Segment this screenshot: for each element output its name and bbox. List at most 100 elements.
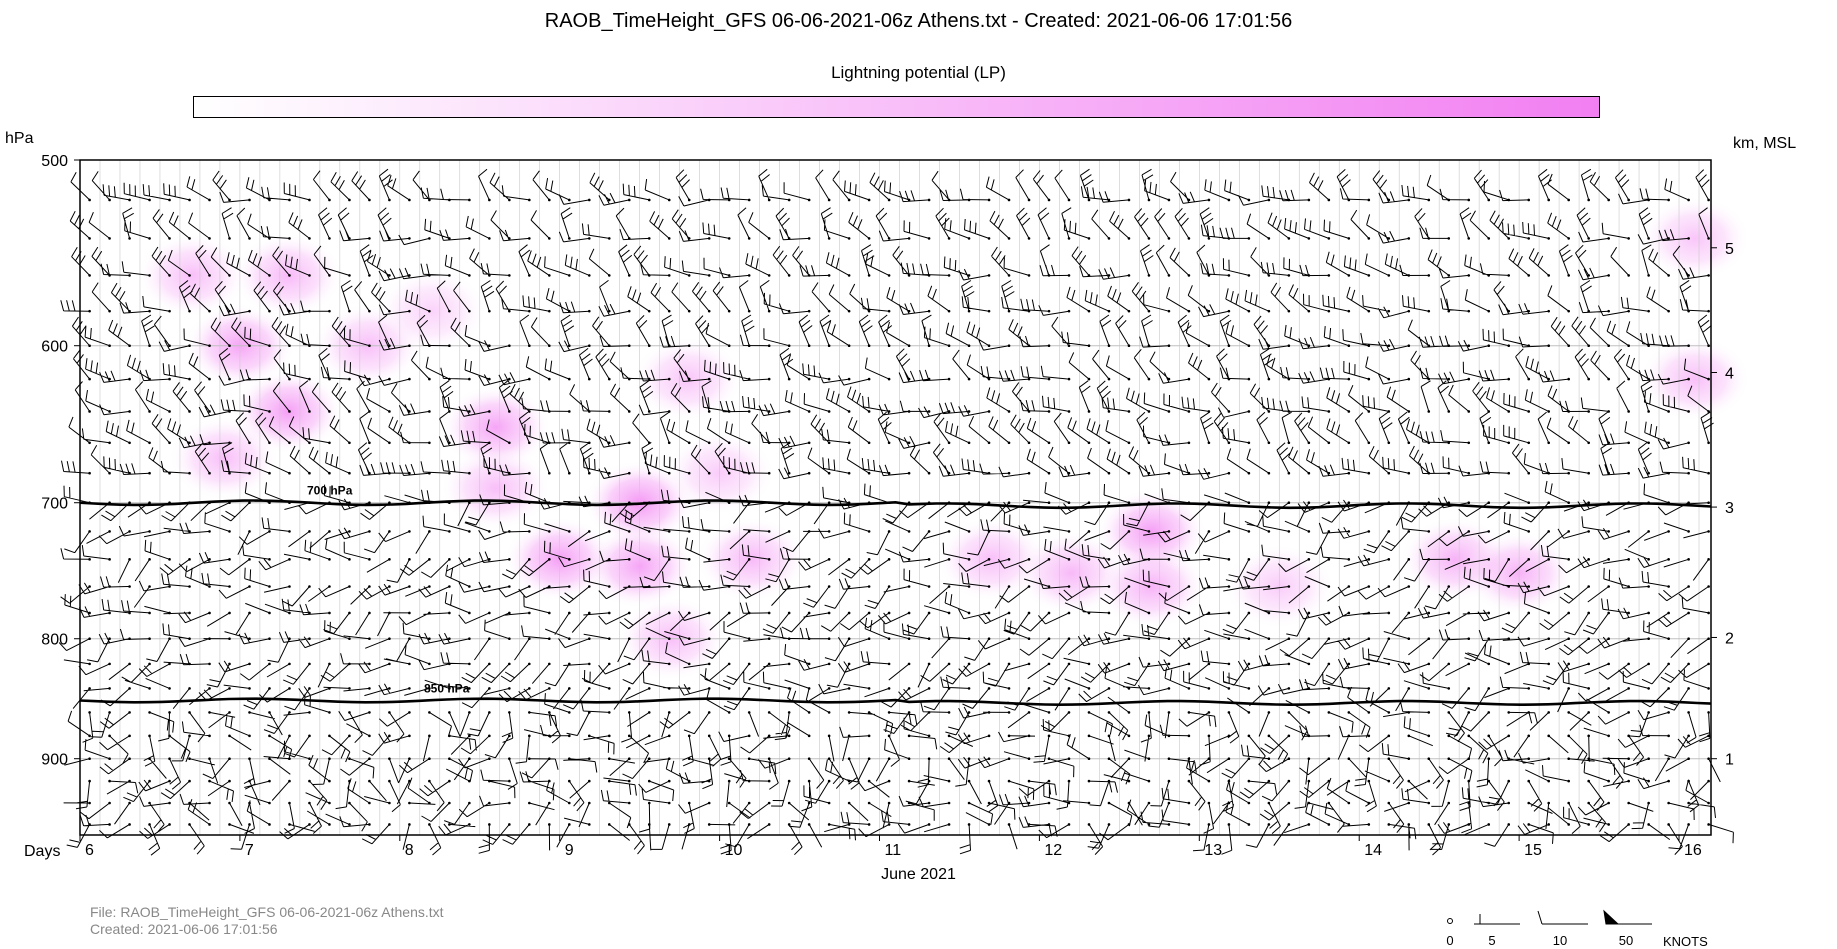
barb-dot <box>1587 585 1590 588</box>
barb-dot <box>967 198 971 202</box>
barb-dot <box>168 530 171 533</box>
barb-dot <box>1627 530 1630 533</box>
barb-dot <box>747 377 751 381</box>
barb-dot <box>787 711 791 714</box>
barb-dot <box>1107 441 1111 445</box>
barb-dot <box>627 734 631 738</box>
barb-dot <box>1107 410 1111 413</box>
barb-dot <box>428 687 431 690</box>
barb-dot <box>947 377 951 381</box>
barb-dot <box>647 344 651 348</box>
barb-dot <box>1487 662 1491 666</box>
barb-dot <box>1007 687 1011 690</box>
barb-dot <box>907 823 911 826</box>
barb-dot <box>1487 501 1491 505</box>
barb-dot <box>1267 558 1271 561</box>
barb-dot <box>887 757 891 761</box>
barb-dot <box>967 801 971 805</box>
barb-dot <box>1307 198 1311 202</box>
barb-dot <box>1187 585 1191 588</box>
barb-dot <box>568 377 571 381</box>
barb-dot <box>548 637 551 641</box>
barb-dot <box>607 558 611 561</box>
barb-dot <box>1327 237 1331 240</box>
barb-dot <box>867 611 871 615</box>
barb-dot <box>1607 198 1610 202</box>
barb-dot <box>1587 309 1590 313</box>
barb-dot <box>587 734 591 738</box>
barb-dot <box>1167 344 1171 348</box>
barb-dot <box>1307 344 1311 348</box>
barb-dot <box>328 637 331 641</box>
barb-dot <box>1487 734 1491 738</box>
barb-dot <box>88 687 91 690</box>
barb-dot <box>647 687 651 690</box>
lp-area <box>168 416 279 501</box>
barb-dot <box>248 237 251 240</box>
barb-dot <box>1647 687 1650 690</box>
barb-dot <box>1647 823 1650 826</box>
barb-dot <box>168 274 171 277</box>
barb-dot <box>767 377 771 381</box>
barb-dot <box>208 441 211 445</box>
barb-dot <box>1227 558 1231 561</box>
barb-dot <box>927 662 931 666</box>
barb-dot <box>1587 441 1590 445</box>
barb-dot <box>707 274 711 277</box>
barb-dot <box>1027 801 1031 805</box>
right-tick-label: 3 <box>1725 500 1734 517</box>
barb-dot <box>1587 611 1590 615</box>
barb-dot <box>308 377 311 381</box>
barb-dot <box>1627 662 1630 666</box>
barb-dot <box>1407 410 1411 413</box>
barb-dot <box>368 585 371 588</box>
barb-dot <box>967 662 971 666</box>
barb-dot <box>1287 687 1291 690</box>
barb-dot <box>188 198 191 202</box>
barb-dot <box>827 585 831 588</box>
barb-dot <box>1247 344 1251 348</box>
barb-dot <box>827 558 831 561</box>
barb-dot <box>867 558 871 561</box>
barb-dot <box>767 198 771 202</box>
barb-dot <box>468 530 471 533</box>
barb-dot <box>348 823 351 826</box>
barb-dot <box>148 558 151 561</box>
barb-dot <box>108 687 111 690</box>
barb-dot <box>707 611 711 615</box>
barb-dot <box>1287 757 1291 761</box>
barb-dot <box>1007 309 1011 313</box>
barb-dot <box>987 441 991 445</box>
barb-dot <box>1027 274 1031 277</box>
barb-dot <box>1607 662 1610 666</box>
barb-dot <box>1467 198 1471 202</box>
barb-dot <box>1547 377 1550 381</box>
barb-dot <box>807 237 811 240</box>
barb-dot <box>687 611 691 615</box>
barb-dot <box>428 711 431 714</box>
barb-dot <box>1427 757 1431 761</box>
barb-dot <box>1527 198 1531 202</box>
right-tick-label: 4 <box>1725 366 1734 383</box>
barb-dot <box>228 309 231 313</box>
barb-dot <box>1667 757 1670 761</box>
barb-dot <box>1347 198 1351 202</box>
barb-dot <box>188 410 191 413</box>
lp-area <box>632 337 743 422</box>
barb-dot <box>1147 823 1151 826</box>
barb-dot <box>128 779 131 783</box>
barb-dot <box>348 344 351 348</box>
barb-dot <box>727 530 731 533</box>
barb-dot <box>388 558 391 561</box>
barb-dot <box>1047 344 1051 348</box>
barb-dot <box>268 274 271 277</box>
barb-dot <box>887 237 891 240</box>
left-axis-label: hPa <box>5 130 34 147</box>
barb-dot <box>1067 734 1071 738</box>
barb-dot <box>1467 757 1471 761</box>
barb-dot <box>807 801 811 805</box>
barb-dot <box>1227 198 1231 202</box>
barb-dot <box>1667 530 1670 533</box>
barb-dot <box>568 274 571 277</box>
barb-dot <box>548 711 551 714</box>
